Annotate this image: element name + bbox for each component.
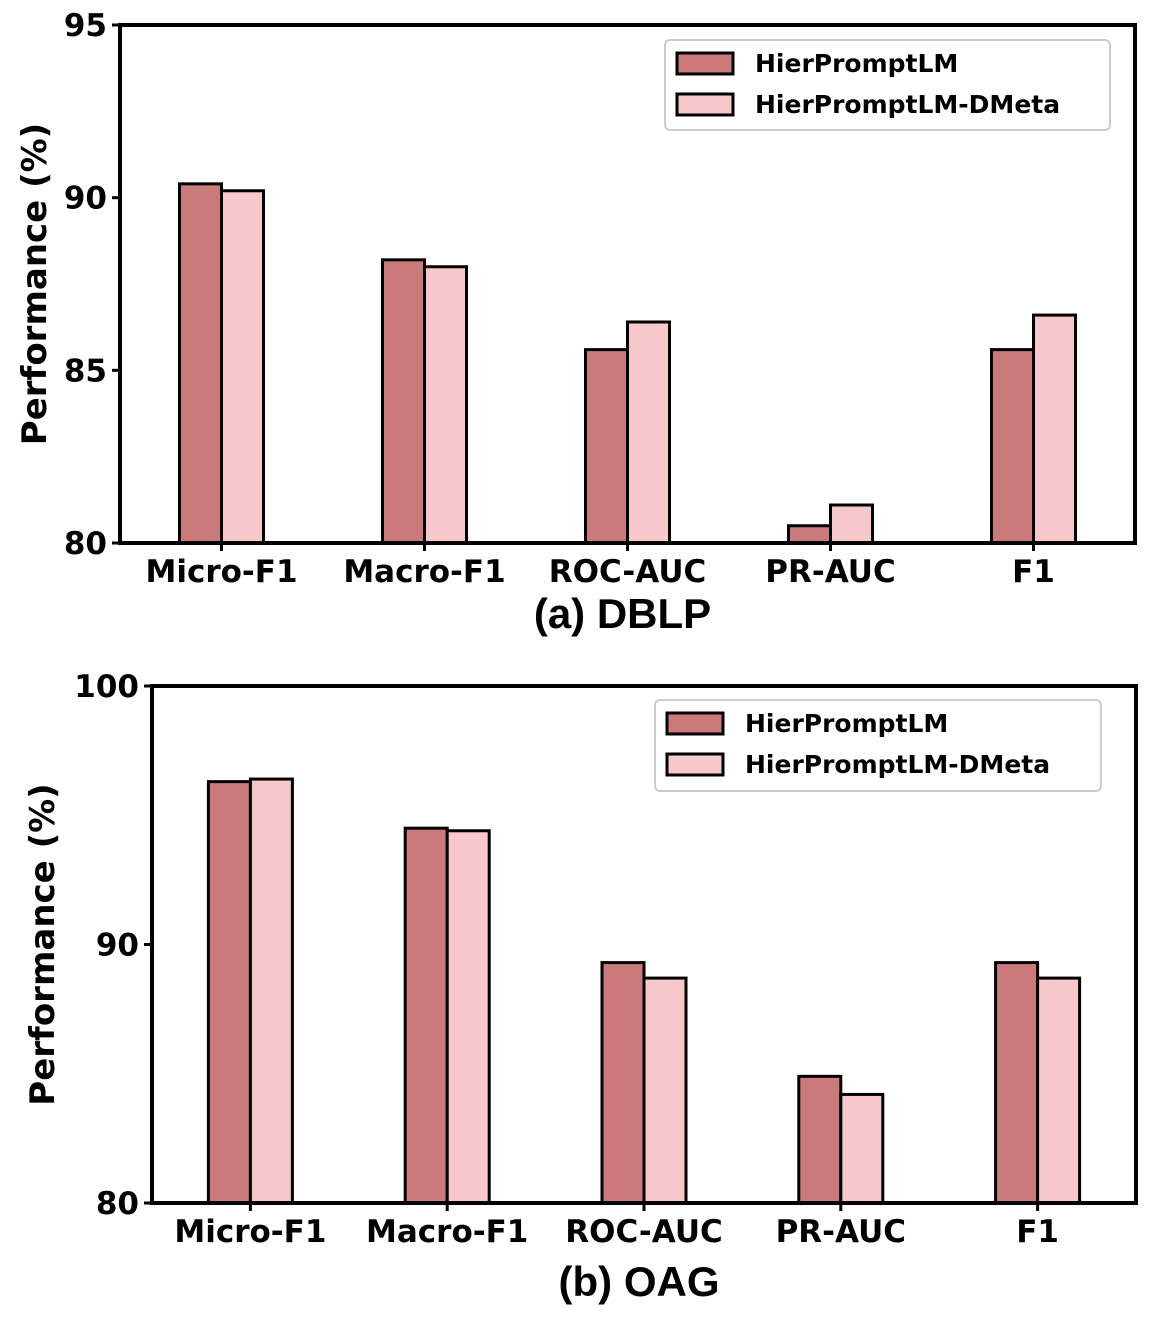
legend-label-1: HierPromptLM <box>745 709 948 738</box>
x-tick-label: Macro-F1 <box>366 1214 528 1250</box>
legend-box <box>654 699 1102 792</box>
legend-label-2: HierPromptLM-DMeta <box>755 90 1060 119</box>
bar-hierpromptlm-dmeta-f1 <box>1032 313 1077 545</box>
bar-hierpromptlm-dmeta-macro-f1 <box>445 829 491 1205</box>
legend-label-1: HierPromptLM <box>755 49 958 78</box>
bar-hierpromptlm-dmeta-micro-f1 <box>248 777 294 1205</box>
chart-caption: (a) DBLP <box>534 590 711 637</box>
bar-hierpromptlm-dmeta-macro-f1 <box>423 265 468 545</box>
y-tick-label: 90 <box>96 928 139 964</box>
bar-hierpromptlm-f1 <box>994 961 1040 1205</box>
bar-hierpromptlm-macro-f1 <box>403 826 449 1205</box>
y-tick-label: 85 <box>64 353 107 389</box>
bar-hierpromptlm-dmeta-f1 <box>1036 976 1082 1205</box>
x-tick-label: Macro-F1 <box>343 554 505 590</box>
y-axis-label: Performance (%) <box>23 783 63 1105</box>
bar-hierpromptlm-roc-auc <box>584 348 629 545</box>
bar-hierpromptlm-roc-auc <box>600 961 646 1205</box>
chart-a: 80 85 90 95 Micro-F1 Macro-F1 ROC-AUC PR-AUC F1 P… <box>15 8 1137 637</box>
y-axis-label: Performance (%) <box>15 123 55 445</box>
x-tick-label: F1 <box>1012 554 1055 590</box>
legend-label-2: HierPromptLM-DMeta <box>745 750 1050 779</box>
x-tick-label: ROC-AUC <box>549 554 707 590</box>
legend-swatch-1 <box>665 711 725 736</box>
x-tick-label: F1 <box>1016 1214 1059 1250</box>
legend-swatch-2 <box>675 92 735 117</box>
bar-hierpromptlm-dmeta-micro-f1 <box>220 189 265 545</box>
bar-hierpromptlm-dmeta-pr-auc <box>829 503 874 545</box>
bar-hierpromptlm-dmeta-pr-auc <box>839 1092 885 1205</box>
y-tick-label: 95 <box>64 8 107 44</box>
legend-swatch-2 <box>665 752 725 777</box>
legend: HierPromptLM HierPromptLM-DMeta <box>664 39 1111 131</box>
bar-hierpromptlm-dmeta-roc-auc <box>642 976 688 1205</box>
bar-hierpromptlm-pr-auc <box>797 1074 843 1205</box>
y-tick-label: 80 <box>96 1186 139 1222</box>
x-tick-label: PR-AUC <box>765 554 895 590</box>
x-tick-label: ROC-AUC <box>565 1214 723 1250</box>
y-tick-label: 80 <box>64 526 107 562</box>
bar-hierpromptlm-f1 <box>990 348 1035 545</box>
x-tick-label: PR-AUC <box>776 1214 906 1250</box>
legend-box <box>664 39 1111 131</box>
chart-caption: (b) OAG <box>559 1258 720 1305</box>
y-tick-label: 100 <box>74 669 139 705</box>
bar-hierpromptlm-micro-f1 <box>178 182 223 545</box>
bar-hierpromptlm-pr-auc <box>787 524 832 545</box>
legend: HierPromptLM HierPromptLM-DMeta <box>654 699 1102 792</box>
legend-swatch-1 <box>675 51 735 76</box>
bar-hierpromptlm-micro-f1 <box>206 780 252 1205</box>
x-tick-label: Micro-F1 <box>174 1214 326 1250</box>
bar-hierpromptlm-dmeta-roc-auc <box>626 320 671 545</box>
x-tick-label: Micro-F1 <box>145 554 297 590</box>
chart-b: 80 90 100 Micro-F1 Macro-F1 ROC-AUC PR-AUC F1 Pe… <box>23 669 1138 1305</box>
bar-hierpromptlm-macro-f1 <box>381 258 426 545</box>
y-tick-label: 90 <box>64 181 107 217</box>
